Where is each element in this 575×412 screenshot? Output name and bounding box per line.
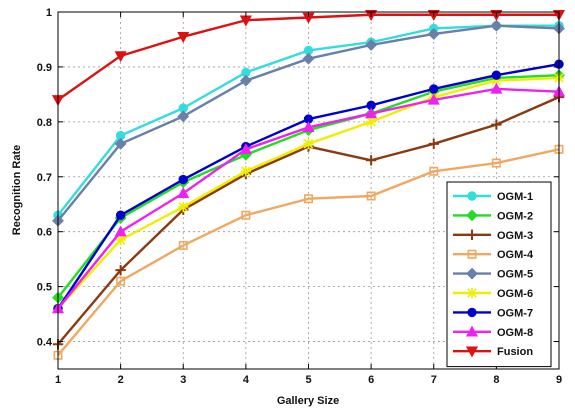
data-point-ogm-7 [115, 210, 126, 220]
x-tick-label: 6 [368, 374, 374, 386]
data-point-ogm-6 [365, 116, 377, 128]
data-point-ogm-6 [303, 138, 314, 150]
x-tick-label: 4 [243, 374, 250, 386]
legend-label: OGM-8 [497, 327, 533, 339]
data-point-ogm-5 [239, 74, 252, 87]
legend-entry-ogm-3: OGM-3 [453, 229, 533, 242]
legend-entry-ogm-4: OGM-4 [453, 249, 534, 261]
legend-entry-ogm-8: OGM-8 [453, 325, 533, 339]
legend-label: OGM-4 [497, 249, 534, 261]
data-point-fusion [177, 32, 190, 43]
legend-swatch-marker [466, 287, 478, 299]
data-point-ogm-8 [114, 225, 127, 237]
data-point-ogm-3 [365, 155, 377, 166]
data-point-ogm-4 [178, 240, 188, 250]
x-tick-label: 9 [556, 374, 562, 386]
data-point-ogm-6 [240, 166, 252, 177]
x-tick-label: 1 [55, 374, 61, 386]
data-point-ogm-5 [490, 19, 503, 32]
legend-entry-ogm-2: OGM-2 [453, 209, 533, 222]
data-point-ogm-8 [239, 143, 252, 155]
legend-swatch-marker [466, 229, 478, 240]
data-point-ogm-7 [429, 84, 439, 94]
legend-entry-fusion: Fusion [453, 346, 533, 358]
data-point-ogm-5 [365, 39, 378, 51]
legend-swatch-marker [465, 325, 479, 337]
data-point-ogm-4 [241, 210, 251, 220]
legend-swatch-marker [467, 191, 477, 201]
series-layer [51, 10, 566, 360]
data-point-fusion [114, 51, 127, 63]
data-point-ogm-6 [491, 75, 502, 86]
legend-swatch-marker [466, 209, 478, 222]
data-point-ogm-4 [429, 166, 439, 176]
legend-entry-ogm-1: OGM-1 [453, 191, 533, 203]
legend-label: OGM-5 [497, 269, 533, 281]
data-point-ogm-7 [178, 174, 188, 185]
y-tick-label: 0.5 [37, 282, 52, 294]
legend-swatch-marker [466, 267, 478, 280]
data-point-ogm-5 [302, 52, 315, 65]
legend-entry-ogm-7: OGM-7 [453, 307, 533, 319]
legend: OGM-1 OGM-2 OGM-3 OGM-4 OGM-5 OGM-6 OGM-7 OGM-8… [446, 181, 552, 368]
data-point-ogm-5 [114, 137, 127, 150]
y-tick-label: 0.7 [37, 172, 52, 184]
legend-label: OGM-6 [497, 288, 533, 300]
legend-label: OGM-1 [497, 191, 533, 203]
y-tick-label: 0.9 [37, 62, 52, 74]
data-point-ogm-8 [177, 187, 190, 198]
series-ogm-4 [53, 144, 564, 360]
data-point-ogm-8 [490, 82, 503, 94]
x-tick-label: 2 [118, 374, 124, 386]
series-ogm-8 [51, 82, 566, 314]
series-line-ogm-4 [57, 148, 560, 357]
series-fusion [51, 10, 566, 107]
data-point-ogm-4 [116, 276, 126, 286]
x-tick-label: 3 [180, 374, 186, 386]
legend-swatch-marker [465, 346, 479, 358]
data-point-ogm-8 [302, 121, 315, 133]
series-ogm-1 [53, 21, 564, 220]
data-point-ogm-3 [428, 138, 439, 150]
axis-ticks: 1 2 3 4 5 6 7 8 9 0.4 0.5 0.6 0.7 0.8 0.9 1 [37, 7, 562, 386]
x-axis-label: Gallery Size [277, 395, 339, 407]
y-tick-label: 0.4 [37, 337, 53, 349]
y-tick-label: 1 [46, 7, 52, 19]
data-point-ogm-3 [115, 264, 126, 276]
legend-label: OGM-2 [497, 210, 533, 222]
data-point-ogm-5 [427, 28, 440, 40]
legend-label: Fusion [497, 346, 533, 358]
data-point-ogm-6 [178, 201, 189, 213]
y-tick-label: 0.6 [37, 227, 52, 239]
legend-label: OGM-7 [497, 307, 533, 319]
data-point-ogm-8 [427, 93, 440, 105]
y-axis-label: Recognition Rate [11, 145, 23, 235]
legend-swatch-marker [467, 307, 477, 318]
series-ogm-5 [52, 19, 565, 227]
data-point-ogm-4 [491, 158, 501, 168]
data-point-ogm-6 [115, 234, 126, 246]
data-point-ogm-4 [366, 191, 376, 201]
data-point-ogm-8 [365, 107, 378, 119]
legend-entry-ogm-6: OGM-6 [453, 287, 533, 300]
data-point-ogm-4 [303, 194, 313, 204]
x-tick-label: 8 [493, 374, 499, 386]
data-point-ogm-7 [491, 70, 502, 80]
legend-entry-ogm-5: OGM-5 [453, 267, 533, 281]
x-tick-label: 5 [305, 374, 311, 386]
legend-swatch-marker [467, 249, 477, 259]
y-tick-label: 0.8 [37, 117, 52, 129]
x-tick-label: 7 [431, 374, 437, 386]
data-point-ogm-5 [177, 110, 190, 123]
data-point-ogm-3 [491, 119, 502, 130]
legend-label: OGM-3 [497, 230, 533, 242]
